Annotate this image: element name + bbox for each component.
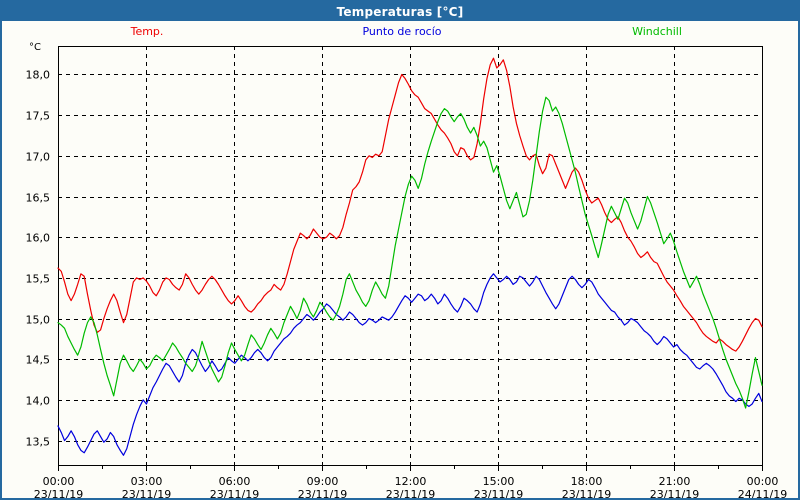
x-axis-time-label: 00:00 <box>747 475 779 488</box>
x-axis-date-label: 23/11/19 <box>122 488 171 498</box>
y-axis-tick-label: 14,0 <box>26 395 51 408</box>
window-title-bar: Temperaturas [°C] <box>2 2 798 21</box>
x-axis-time-label: 09:00 <box>307 475 339 488</box>
x-axis-date-label: 23/11/19 <box>210 488 259 498</box>
y-axis-tick-label: 17,5 <box>26 110 51 123</box>
y-axis-unit-label: °C <box>29 42 41 53</box>
y-axis-tick-label: 15,0 <box>26 314 51 327</box>
series-line-temp <box>57 57 763 352</box>
legend-item-temp[interactable]: Temp. <box>130 25 164 38</box>
x-axis-date-label: 23/11/19 <box>34 488 83 498</box>
y-axis-tick-label: 17,0 <box>26 151 51 164</box>
window-title: Temperaturas [°C] <box>336 4 464 19</box>
x-axis-time-label: 03:00 <box>131 475 163 488</box>
series-line-punto-de-roc-o <box>57 273 763 456</box>
legend-item-windchill[interactable]: Windchill <box>632 25 682 38</box>
x-axis-date-label: 23/11/19 <box>650 488 699 498</box>
legend-item-dewpoint[interactable]: Punto de rocío <box>362 25 442 38</box>
x-axis-date-label: 23/11/19 <box>474 488 523 498</box>
series-line-windchill <box>57 96 763 409</box>
x-axis-time-label: 00:00 <box>43 475 75 488</box>
y-axis-tick-label: 14,5 <box>26 354 51 367</box>
x-axis-time-label: 15:00 <box>483 475 515 488</box>
x-axis-time-label: 18:00 <box>571 475 603 488</box>
x-axis-date-label: 23/11/19 <box>562 488 611 498</box>
x-axis-time-label: 12:00 <box>395 475 427 488</box>
x-axis-date-label: 23/11/19 <box>386 488 435 498</box>
y-axis-tick-label: 18,0 <box>26 69 51 82</box>
y-axis-tick-label: 16,5 <box>26 192 51 205</box>
plot-frame <box>58 46 763 466</box>
y-axis-tick-label: 15,5 <box>26 273 51 286</box>
x-axis-time-label: 21:00 <box>659 475 691 488</box>
y-axis-tick-label: 16,0 <box>26 232 51 245</box>
x-axis-date-label: 24/11/19 <box>738 488 787 498</box>
x-axis-time-label: 06:00 <box>219 475 251 488</box>
y-axis-tick-label: 13,5 <box>26 436 51 449</box>
chart-legend: Temp. Punto de rocío Windchill <box>2 21 798 45</box>
x-axis-date-label: 23/11/19 <box>298 488 347 498</box>
